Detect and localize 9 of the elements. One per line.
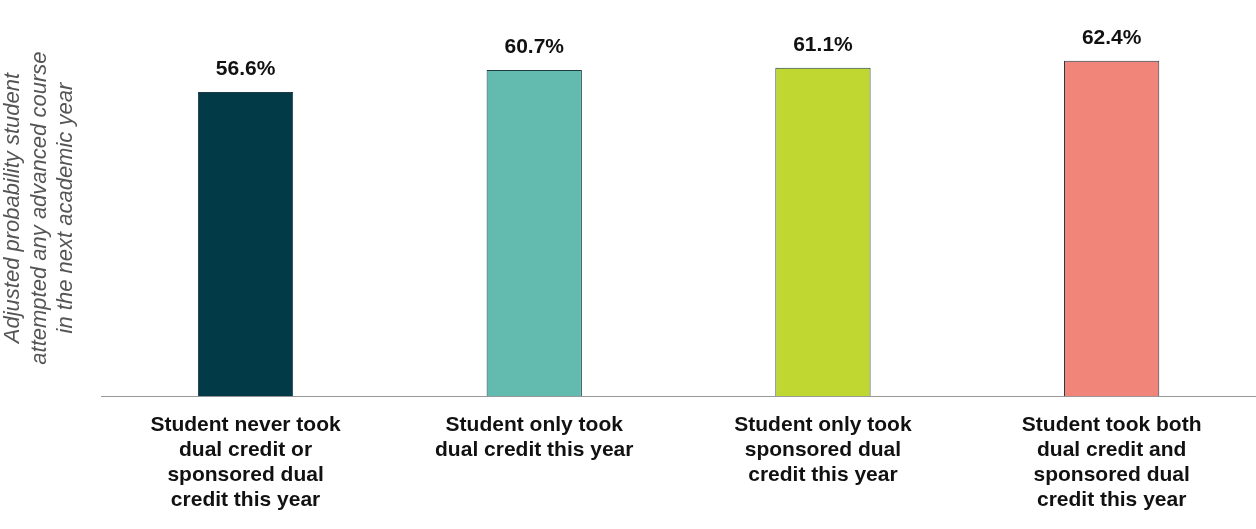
- y-axis-title: Adjusted probability student attempted any advanced course in the next academic year: [0, 51, 78, 365]
- data-label: 61.1%: [793, 32, 854, 56]
- data-label: 56.6%: [215, 56, 276, 80]
- data-label: 62.4%: [1081, 25, 1142, 49]
- x-tick-label: Student never took dual credit or sponsored dual credit this year: [150, 411, 341, 511]
- x-tick-label: Student only took sponsored dual credit this year: [734, 411, 912, 485]
- x-tick-label: Student took both dual credit and sponsored dual credit this year: [1021, 411, 1202, 511]
- data-label: 60.7%: [504, 34, 565, 58]
- x-tick-label: Student only took dual credit this year: [435, 411, 634, 460]
